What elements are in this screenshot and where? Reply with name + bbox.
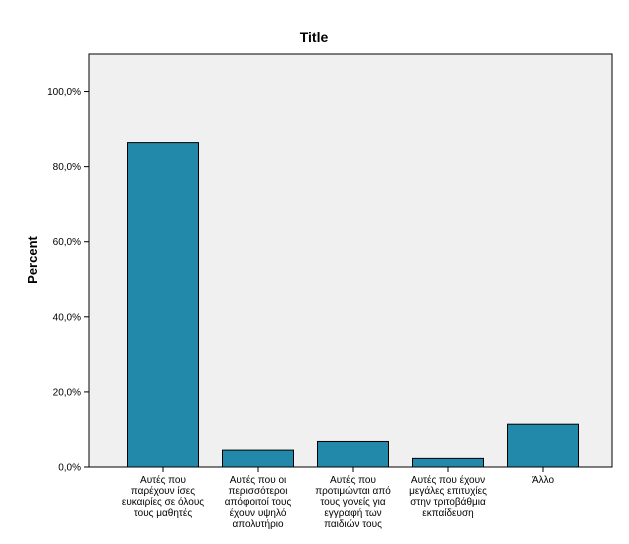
chart-title: Title [300, 29, 329, 45]
x-tick-label-line: ευκαιρίες σε όλους [122, 496, 204, 508]
x-tick-label-line: παιδιών τους [324, 518, 382, 530]
x-tick-label-line: προτιμώνται από [315, 485, 391, 497]
y-tick-label: 0,0% [58, 463, 81, 474]
x-tick-label-line: έχουν υψηλό [230, 507, 287, 519]
y-tick-label: 20,0% [53, 387, 81, 398]
x-tick-label-line: εκπαίδευση [422, 507, 473, 519]
x-tick-label: Αυτές που οι περισσότεροι απόφοιτοί τους έχ… [225, 474, 292, 530]
y-tick-label: 60,0% [53, 237, 81, 248]
y-tick-label: 40,0% [53, 312, 81, 323]
x-tick-label-line: Αυτές που [330, 474, 376, 486]
y-axis: 0,0% 20,0% 40,0% 60,0% 80,0% 100,0% [47, 87, 89, 474]
bar [222, 449, 294, 468]
bars-group [127, 142, 579, 468]
y-tick-label: 80,0% [53, 162, 81, 173]
x-tick-label-line: Αυτές που έχουν [411, 474, 485, 486]
x-tick-label: Αυτές που έχουν μεγάλες επιτυχίες στην τρι… [409, 474, 487, 519]
y-tick-label: 100,0% [47, 87, 81, 98]
bar [507, 423, 579, 468]
x-tick-label-line: τους γονείς για [320, 496, 385, 508]
x-tick-label-line: Αυτές που [140, 474, 186, 486]
x-tick-label: Αυτές που παρέχουν ίσες ευκαιρίες σε όλους… [122, 474, 204, 519]
x-tick-label-line: εγγραφή των [324, 507, 381, 519]
x-tick-label: Άλλο [532, 475, 555, 486]
x-tick-label-line: τους μαθητές [134, 507, 193, 519]
y-axis-label: Percent [25, 235, 40, 283]
bar [127, 142, 199, 468]
x-tick-label-line: Αυτές που οι [230, 474, 287, 486]
x-axis: Αυτές που παρέχουν ίσες ευκαιρίες σε όλους… [122, 467, 555, 530]
x-tick-label: Αυτές που προτιμώνται από τους γονείς για ε… [315, 474, 391, 530]
x-tick-label-line: στην τριτοβάθμια [410, 496, 486, 508]
bar [412, 457, 484, 468]
bar [317, 440, 389, 468]
x-tick-label-line: περισσότεροι [229, 485, 288, 497]
x-tick-label-line: απολυτήριο [232, 518, 284, 530]
x-tick-label-line: παρέχουν ίσες [131, 485, 195, 497]
x-tick-label-line: απόφοιτοί τους [225, 496, 292, 508]
x-tick-label-line: Άλλο [532, 475, 555, 486]
x-tick-label-line: μεγάλες επιτυχίες [409, 485, 487, 497]
